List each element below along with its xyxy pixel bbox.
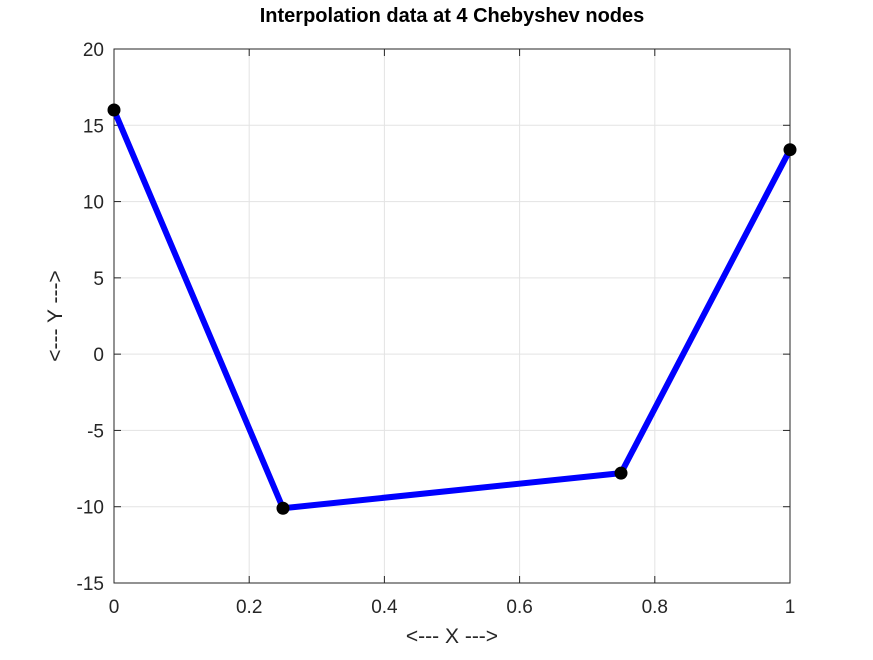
- y-tick-label-6: 15: [83, 116, 104, 137]
- y-tick-label-3: 0: [93, 345, 104, 366]
- x-tick-label-3: 0.6: [506, 597, 532, 618]
- plot-frame: [113, 48, 791, 584]
- y-tick-label-2: -5: [87, 421, 104, 442]
- x-tick-label-1: 0.2: [236, 597, 262, 618]
- x-axis-label: <--- X --->: [406, 625, 498, 648]
- y-axis-label: <--- Y --->: [44, 270, 67, 361]
- ticks: 0 0.2 0.4 0.6 0.8 1 -15 -10 -5 0 5 10 15 20: [77, 40, 796, 618]
- series-0-point-0: [107, 103, 121, 117]
- x-tick-label-4: 0.8: [642, 597, 668, 618]
- series-0-point-1: [276, 501, 290, 515]
- series-0-segment-1: [280, 470, 624, 512]
- series-0-point-2: [614, 466, 628, 480]
- series-0-segment-2: [618, 146, 793, 477]
- x-tick-label-2: 0.4: [371, 597, 398, 618]
- series: [111, 107, 793, 512]
- y-tick-label-0: -15: [77, 574, 104, 595]
- series-0-segment-0: [111, 107, 286, 512]
- y-tick-label-7: 20: [83, 40, 104, 61]
- chart-title: Interpolation data at 4 Chebyshev nodes: [260, 5, 645, 27]
- markers: [107, 103, 797, 515]
- series-0-point-3: [783, 143, 797, 157]
- x-tick-label-5: 1: [785, 597, 796, 618]
- y-tick-label-5: 10: [83, 193, 104, 214]
- labels: Interpolation data at 4 Chebyshev nodes …: [44, 5, 644, 648]
- y-tick-label-1: -10: [77, 498, 104, 519]
- y-tick-label-4: 5: [93, 269, 104, 290]
- x-tick-label-0: 0: [109, 597, 120, 618]
- axes: [113, 48, 791, 584]
